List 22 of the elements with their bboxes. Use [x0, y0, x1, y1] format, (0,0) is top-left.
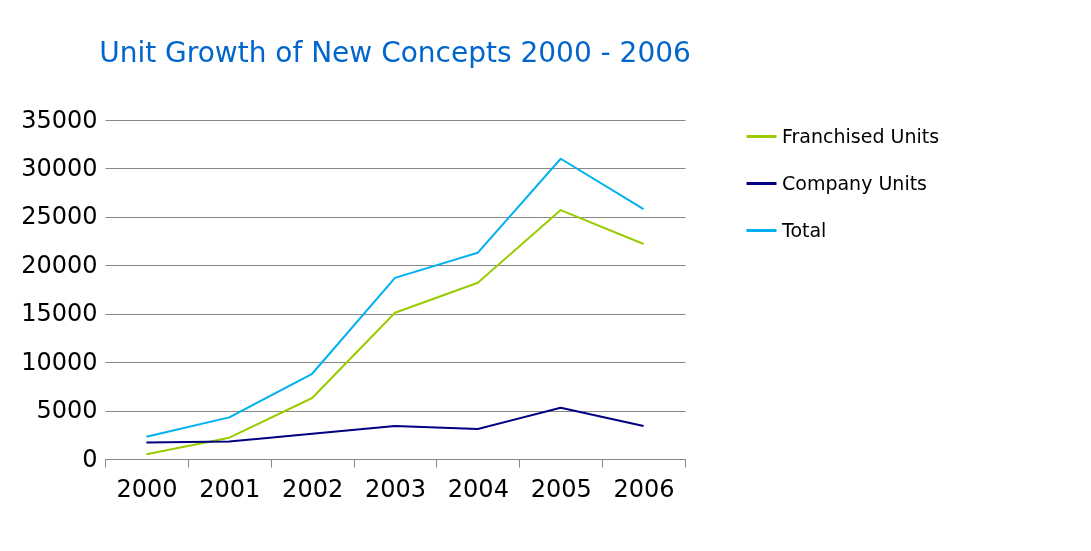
chart-title: Unit Growth of New Concepts 2000 - 2006 — [99, 36, 691, 69]
x-tick-label: 2004 — [447, 474, 509, 503]
y-tick-label: 15000 — [21, 299, 98, 328]
x-tick-label: 2006 — [613, 474, 675, 503]
y-tick-label: 25000 — [21, 202, 98, 231]
y-tick-label: 20000 — [21, 250, 98, 279]
x-tick-label: 2003 — [364, 474, 427, 503]
line-series — [145, 209, 645, 456]
y-tick-label: 0 — [82, 444, 98, 473]
y-tick-label: 5000 — [36, 396, 98, 425]
x-tick-label: 2001 — [199, 474, 261, 503]
legend-label: Franchised Units — [782, 124, 940, 147]
y-tick-label: 30000 — [21, 153, 98, 182]
x-tick-label: 2002 — [282, 474, 344, 503]
legend-label: Total — [781, 218, 827, 241]
line-series — [145, 157, 645, 438]
x-tick-label: 2005 — [530, 474, 592, 503]
line-series — [145, 406, 645, 444]
legend-label: Company Units — [782, 171, 928, 194]
y-tick-label: 10000 — [21, 347, 98, 376]
x-tick-label: 2000 — [116, 474, 178, 503]
y-tick-label: 35000 — [21, 105, 98, 134]
